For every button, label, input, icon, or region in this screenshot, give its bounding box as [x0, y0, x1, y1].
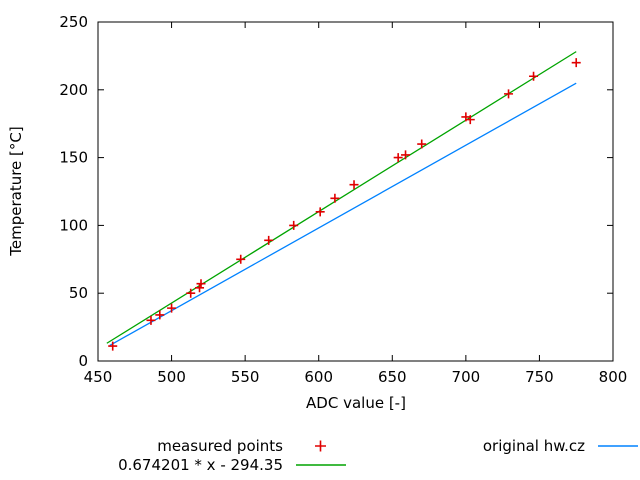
x-tick-label: 500 — [157, 368, 186, 386]
measured-point-plus-marker — [330, 193, 340, 203]
measured-point-plus-marker — [504, 89, 514, 99]
measured-point-plus-marker — [264, 235, 274, 245]
measured-point-plus-marker — [108, 341, 118, 351]
fit-line — [106, 51, 577, 344]
x-tick-label: 550 — [231, 368, 260, 386]
x-tick-label: 750 — [525, 368, 554, 386]
measured-point-plus-marker — [155, 310, 165, 320]
x-axis-label: ADC value [-] — [306, 394, 406, 412]
legend-plus-marker-icon — [315, 440, 326, 452]
measured-point-plus-marker — [167, 303, 177, 313]
legend-fit-equation-label: 0.674201 * x - 294.35 — [118, 456, 283, 474]
y-axis-label: Temperature [°C] — [7, 126, 25, 256]
measured-point-plus-marker — [401, 150, 411, 160]
plot-border — [97, 21, 614, 362]
y-tick-label: 50 — [69, 284, 88, 302]
original-hwcz-line — [109, 82, 577, 346]
measured-point-plus-marker — [315, 207, 325, 217]
measured-point-plus-marker — [571, 58, 581, 68]
measured-point-plus-marker — [236, 254, 246, 264]
x-tick-label: 600 — [304, 368, 333, 386]
measured-point-plus-marker — [289, 220, 299, 230]
measured-point-plus-marker — [417, 139, 427, 149]
measured-point-plus-marker — [186, 288, 196, 298]
measured-point-plus-marker — [195, 283, 205, 293]
measured-point-plus-marker — [393, 153, 403, 163]
measured-point-plus-marker — [196, 279, 206, 289]
legend-original-hwcz-label: original hw.cz — [483, 437, 585, 455]
measured-point-plus-marker — [349, 180, 359, 190]
x-tick-label: 800 — [599, 368, 628, 386]
measured-point-plus-marker — [529, 71, 539, 81]
y-tick-label: 200 — [59, 81, 88, 99]
measured-point-plus-marker — [146, 315, 156, 325]
measured-point-plus-marker — [465, 115, 475, 125]
x-tick-label: 450 — [84, 368, 113, 386]
y-tick-label: 250 — [59, 13, 88, 31]
y-tick-label: 100 — [59, 216, 88, 234]
y-tick-label: 150 — [59, 149, 88, 167]
plot-area: 450 500 550 600 650 700 750 800 0 50 100 150 200 250 — [59, 13, 627, 386]
x-tick-label: 650 — [378, 368, 407, 386]
x-tick-label: 700 — [452, 368, 481, 386]
y-tick-label: 0 — [78, 352, 88, 370]
legend-measured-points-label: measured points — [157, 437, 283, 455]
